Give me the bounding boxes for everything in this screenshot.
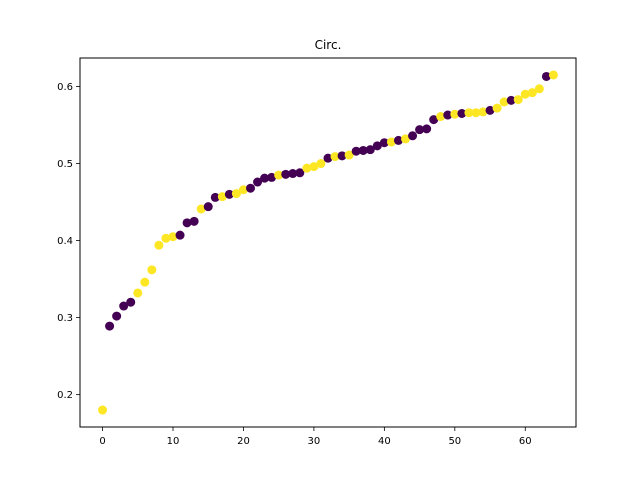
y-tick-label: 0.3	[57, 313, 73, 324]
x-tick-label: 30	[308, 436, 321, 447]
plot-frame	[79, 57, 577, 428]
data-point	[436, 112, 446, 122]
y-axis: 0.2 0.3 0.4 0.5 0.6	[57, 82, 80, 401]
data-point	[175, 230, 185, 240]
data-point	[386, 137, 396, 147]
data-point	[344, 150, 354, 160]
data-point	[119, 301, 129, 311]
x-tick-label: 50	[448, 436, 461, 447]
data-point	[401, 134, 410, 144]
data-point	[429, 115, 439, 125]
data-point	[316, 159, 326, 169]
data-point	[464, 108, 474, 118]
data-point	[203, 202, 213, 212]
data-point	[408, 131, 418, 141]
y-tick-label: 0.6	[57, 82, 73, 93]
data-point	[337, 151, 347, 161]
chart-title: Circ.	[315, 38, 342, 52]
data-point	[253, 177, 263, 187]
data-point	[372, 141, 382, 151]
data-point	[379, 138, 389, 148]
x-axis: 0 10 20 30 40 50 60	[99, 427, 532, 447]
data-points	[98, 70, 558, 415]
data-point	[513, 95, 523, 105]
data-point	[393, 135, 403, 145]
data-point	[189, 216, 199, 226]
x-tick-label: 0	[99, 436, 105, 447]
data-point	[323, 153, 333, 163]
data-point	[450, 109, 460, 119]
x-tick-label: 40	[378, 436, 391, 447]
data-point	[182, 218, 192, 228]
data-point	[274, 170, 284, 180]
data-point	[534, 84, 544, 94]
data-point	[217, 192, 227, 202]
data-point	[224, 189, 234, 199]
data-point	[478, 107, 488, 117]
data-point	[351, 146, 361, 156]
data-point	[154, 240, 164, 250]
data-point	[133, 288, 143, 298]
data-point	[520, 89, 530, 99]
data-point	[98, 405, 108, 415]
data-point	[309, 162, 319, 172]
data-point	[415, 125, 425, 135]
data-point	[161, 233, 171, 243]
data-point	[281, 169, 291, 179]
data-point	[288, 169, 298, 179]
x-tick-label: 10	[167, 436, 180, 447]
data-point	[485, 105, 495, 115]
data-point	[358, 145, 368, 155]
data-point	[443, 110, 453, 120]
data-point	[302, 163, 312, 173]
data-point	[267, 172, 277, 182]
data-point	[112, 311, 122, 321]
data-point	[330, 152, 340, 162]
data-point	[168, 232, 178, 242]
data-point	[527, 88, 537, 98]
data-point	[140, 277, 150, 287]
x-tick-label: 60	[519, 436, 532, 447]
data-point	[506, 95, 516, 105]
data-point	[246, 183, 255, 193]
y-tick-label: 0.2	[57, 390, 73, 401]
data-point	[105, 321, 115, 331]
data-point	[548, 70, 558, 80]
data-point	[457, 108, 467, 118]
data-point	[365, 145, 375, 155]
y-tick-label: 0.4	[57, 236, 73, 247]
data-point	[260, 173, 270, 183]
data-point	[147, 265, 157, 275]
data-point	[492, 103, 502, 113]
data-point	[471, 108, 481, 118]
data-point	[126, 297, 136, 307]
x-tick-label: 20	[237, 436, 250, 447]
data-point	[196, 204, 206, 214]
data-point	[422, 124, 432, 134]
data-point	[210, 192, 220, 202]
data-point	[231, 189, 241, 199]
data-point	[238, 185, 248, 195]
data-point	[541, 71, 551, 81]
y-tick-label: 0.5	[57, 159, 73, 170]
data-point	[499, 97, 509, 107]
data-point	[295, 168, 305, 178]
